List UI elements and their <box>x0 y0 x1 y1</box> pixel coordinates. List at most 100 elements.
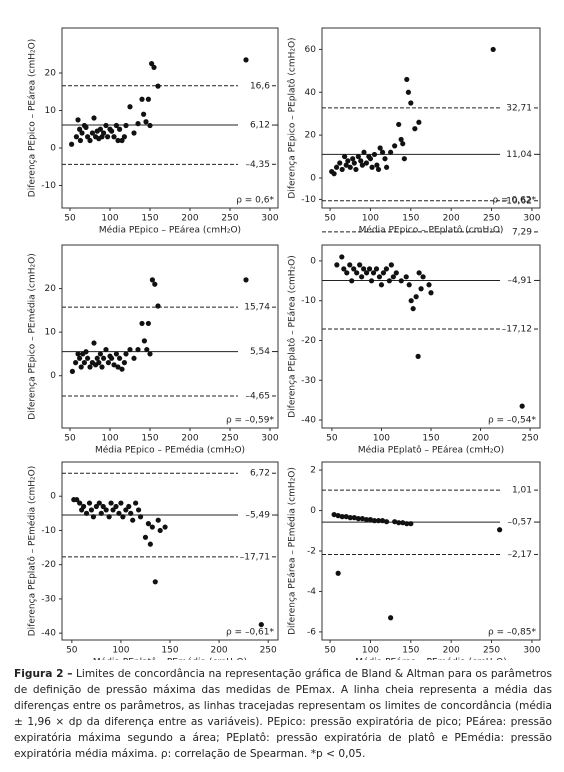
point <box>335 513 341 519</box>
y-axis-label: Diferença PEpico – PEplatô (cmH₂O) <box>287 37 298 198</box>
point <box>420 274 426 280</box>
point <box>359 162 365 168</box>
point <box>94 355 100 361</box>
point <box>426 282 432 288</box>
annotation: ρ = –0,59* <box>226 416 275 426</box>
x-tick-label: 100 <box>101 434 118 444</box>
point <box>367 156 374 162</box>
point <box>412 126 418 132</box>
point <box>337 160 343 166</box>
panel: 50 100 150 200 250 300 0 10 20 15,74 5,54 –4,65 ρ = … <box>27 244 279 456</box>
point <box>404 76 410 83</box>
y-tick-label: 20 <box>45 284 57 294</box>
point <box>358 158 364 164</box>
point <box>75 351 81 357</box>
point <box>388 262 394 268</box>
point <box>379 518 386 524</box>
reference-label: –5,49 <box>245 511 270 521</box>
point <box>97 351 103 357</box>
point <box>344 270 350 276</box>
point <box>115 137 121 144</box>
x-tick-label: 300 <box>261 214 278 224</box>
plot-frame <box>61 27 279 209</box>
x-tick-label: 150 <box>422 434 439 444</box>
point <box>83 349 89 355</box>
y-tick-label: 0 <box>310 506 316 516</box>
point <box>96 500 102 506</box>
panel: 50 100 150 200 250 -40 -30 -20 -10 0 6,72 –5,49 –17,… <box>27 461 279 660</box>
point <box>243 277 249 283</box>
point <box>331 511 337 518</box>
point <box>363 270 370 276</box>
point <box>133 500 139 506</box>
point <box>101 355 107 361</box>
point <box>339 514 345 520</box>
point <box>100 503 106 510</box>
point <box>131 130 137 136</box>
point <box>396 121 402 128</box>
x-tick-label: 250 <box>260 646 277 656</box>
point <box>400 141 406 147</box>
point <box>117 355 123 361</box>
point <box>117 126 123 132</box>
point <box>144 346 150 353</box>
point <box>91 340 97 346</box>
y-tick-label: -2 <box>307 547 316 557</box>
point <box>405 89 411 95</box>
panel: 50 100 150 200 250 300 -10 0 10 20 16,6 6,12 –4,35 ρ … <box>28 27 279 236</box>
y-axis-label: Diferença PEplatô – PEmédia (cmH₂O) <box>27 466 38 637</box>
point <box>408 100 414 106</box>
point <box>162 524 168 530</box>
point <box>149 61 155 67</box>
point <box>77 500 83 506</box>
caption-label: Figura 2 – <box>14 668 73 680</box>
point <box>382 156 388 162</box>
x-tick-label: 100 <box>373 434 390 444</box>
x-tick-label: 50 <box>326 434 338 444</box>
point <box>147 122 153 129</box>
point <box>113 351 119 357</box>
point <box>123 507 129 513</box>
point <box>361 266 367 272</box>
x-tick-label: 100 <box>362 646 379 656</box>
point <box>374 162 380 168</box>
point <box>73 134 79 140</box>
x-tick-label: 200 <box>443 646 460 656</box>
reference-label: –4,35 <box>245 160 270 170</box>
point <box>135 346 141 353</box>
point <box>497 527 503 533</box>
point <box>243 57 249 63</box>
point <box>105 360 111 366</box>
point <box>350 156 356 162</box>
reference-label: –10,62 <box>502 196 532 206</box>
y-tick-label: 40 <box>305 88 317 98</box>
point <box>408 298 414 304</box>
y-tick-label: 10 <box>45 106 57 116</box>
y-tick-label: 20 <box>45 69 57 79</box>
reference-label: 32,71 <box>506 103 532 113</box>
y-axis-label: Diferença PEárea – PEmédia (cmH₂O) <box>287 467 298 635</box>
reference-label: 11,04 <box>506 150 532 160</box>
point <box>139 320 145 327</box>
x-tick-label: 100 <box>362 214 379 224</box>
point <box>141 338 147 344</box>
point <box>347 164 353 170</box>
point <box>139 96 145 102</box>
point <box>490 46 496 53</box>
x-axis-label: Média PEárea – PEmédia (cmH₂O) <box>355 657 507 661</box>
point <box>341 266 347 272</box>
point <box>103 122 109 129</box>
point <box>110 507 116 513</box>
reference-label: 6,12 <box>250 121 270 131</box>
point <box>376 274 383 280</box>
point <box>379 149 386 155</box>
point <box>370 270 377 276</box>
y-tick-label: -40 <box>301 416 316 426</box>
point <box>157 527 163 534</box>
point <box>152 281 158 287</box>
y-tick-label: 0 <box>50 371 56 381</box>
annotation: ρ = –0,85* <box>488 628 537 638</box>
x-tick-label: 150 <box>141 214 158 224</box>
point <box>75 117 81 123</box>
point <box>89 130 95 136</box>
